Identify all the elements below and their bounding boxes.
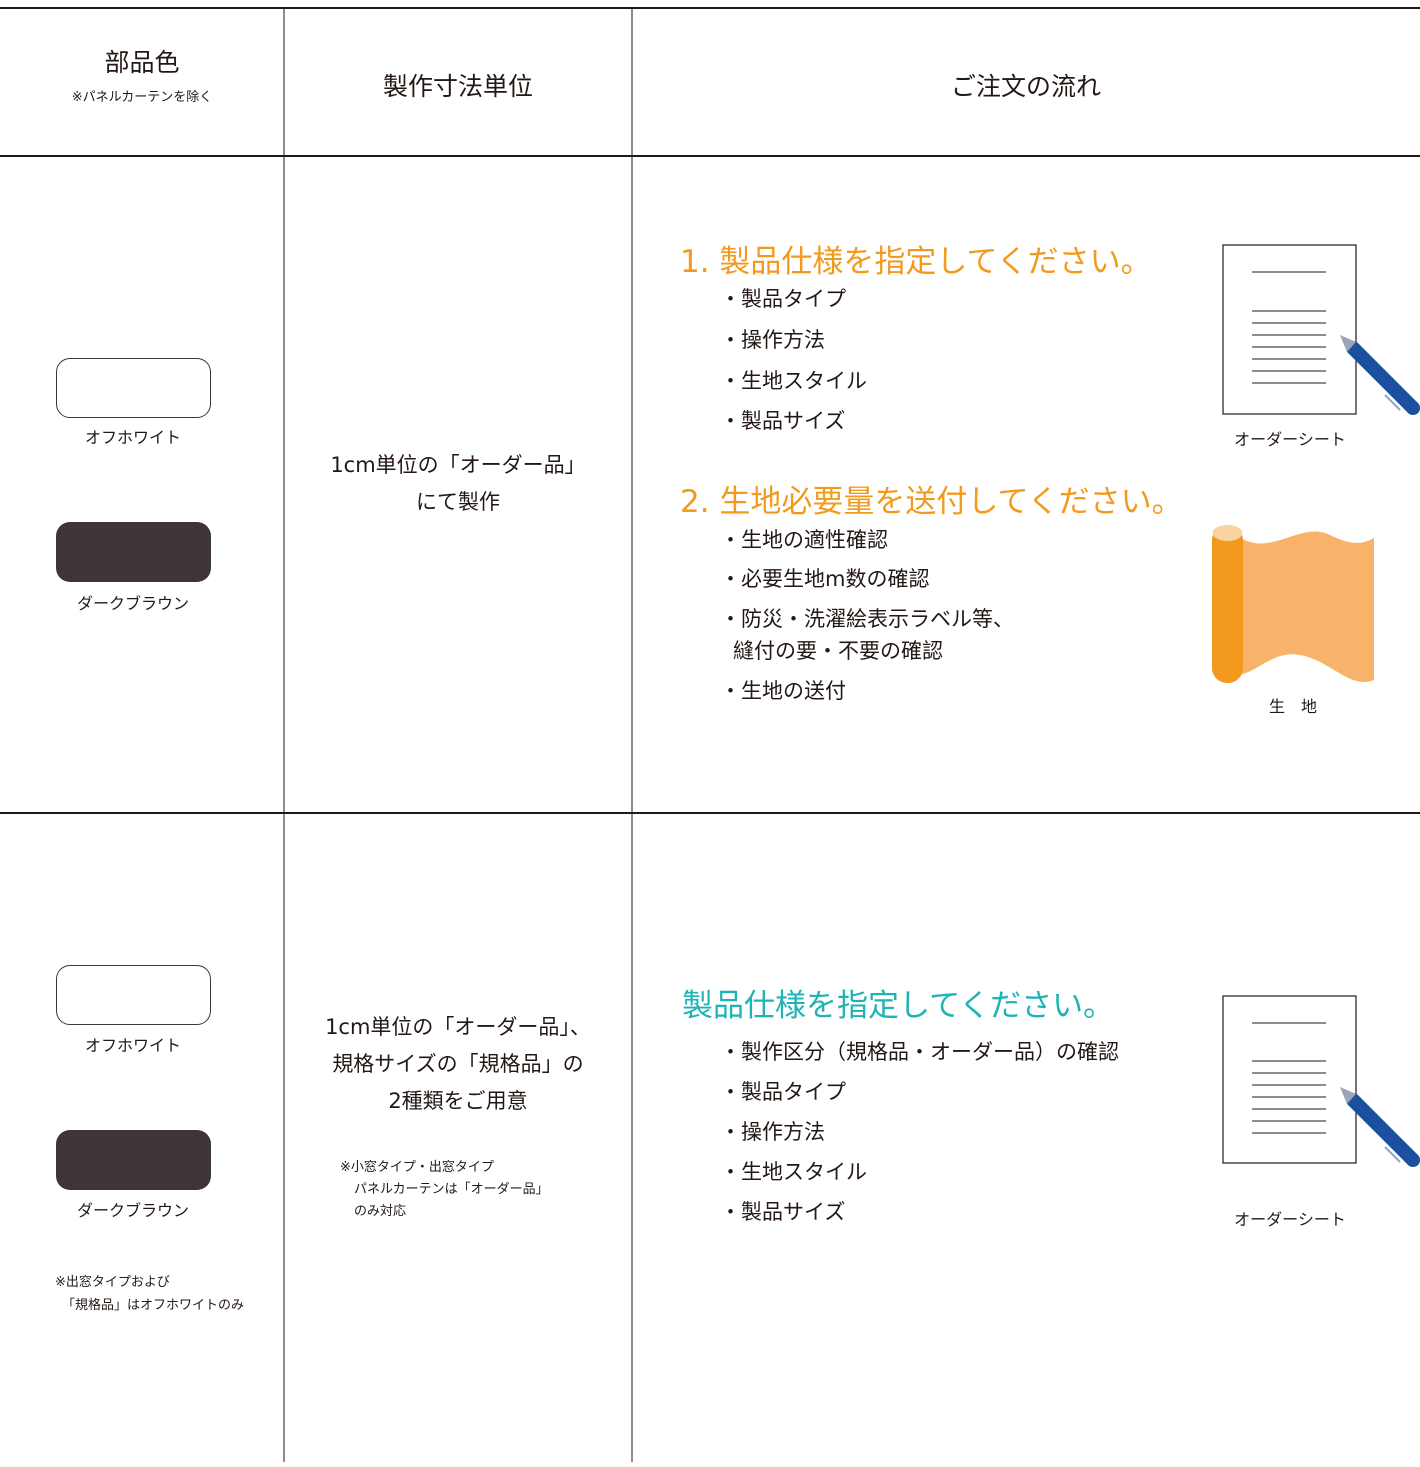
header-cell: 部品色 [104, 48, 180, 77]
unit-note: パネルカーテンは「オーダー品」 [354, 1182, 549, 1197]
unit-text: 1cm単位の「オーダー品」、 [325, 1015, 591, 1039]
step-item: ・操作方法 [720, 1120, 825, 1144]
step-item: ・製品タイプ [720, 1080, 846, 1104]
color-swatch [56, 965, 211, 1025]
step-item: ・製品サイズ [720, 1200, 846, 1224]
step-item: ・製品タイプ [720, 287, 846, 311]
step-item: ・生地スタイル [720, 1160, 867, 1184]
fabric-icon [1212, 525, 1374, 683]
header-cell: 製作寸法単位 [382, 72, 534, 101]
unit-text: にて製作 [416, 490, 500, 514]
icon-label: オーダーシート [1234, 1210, 1346, 1229]
header-cell: ご注文の流れ [950, 72, 1102, 101]
step-title: 2. 生地必要量を送付してください。 [680, 484, 1183, 520]
color-label: ダークブラウン [76, 1201, 190, 1220]
step-item: ・操作方法 [720, 328, 825, 352]
step-item: ・生地の適性確認 [720, 528, 888, 552]
color-label: ダークブラウン [76, 594, 190, 613]
color-swatch [56, 522, 211, 582]
step-item: ・生地スタイル [720, 369, 867, 393]
header-note: ※パネルカーテンを除く [71, 90, 213, 105]
step-title: 製品仕様を指定してください。 [682, 988, 1115, 1024]
icon-label: オーダーシート [1234, 430, 1346, 449]
color-label: オフホワイト [84, 1036, 182, 1055]
color-swatch [56, 358, 211, 418]
unit-note: のみ対応 [354, 1204, 407, 1219]
step-item: 縫付の要・不要の確認 [733, 639, 943, 663]
unit-note: ※小窓タイプ・出窓タイプ [340, 1160, 494, 1175]
unit-text: 2種類をご用意 [388, 1089, 528, 1113]
unit-text: 1cm単位の「オーダー品」 [330, 453, 586, 477]
step-item: ・防災・洗濯絵表示ラベル等、 [720, 607, 1014, 631]
step-item: ・必要生地m数の確認 [720, 567, 930, 591]
icon-label: 生 地 [1268, 697, 1318, 716]
unit-text: 規格サイズの「規格品」の [332, 1052, 584, 1076]
order-sheet-icon [1222, 244, 1420, 415]
color-swatch [56, 1130, 211, 1190]
color-note: ※出窓タイプおよび [55, 1275, 170, 1290]
step-title: 1. 製品仕様を指定してください。 [680, 244, 1152, 280]
step-item: ・製品サイズ [720, 409, 846, 433]
order-sheet-icon [1222, 995, 1420, 1167]
color-note: 「規格品」はオフホワイトのみ [62, 1298, 245, 1313]
step-item: ・生地の送付 [720, 679, 846, 703]
color-label: オフホワイト [84, 428, 182, 447]
step-item: ・製作区分（規格品・オーダー品）の確認 [720, 1040, 1119, 1064]
